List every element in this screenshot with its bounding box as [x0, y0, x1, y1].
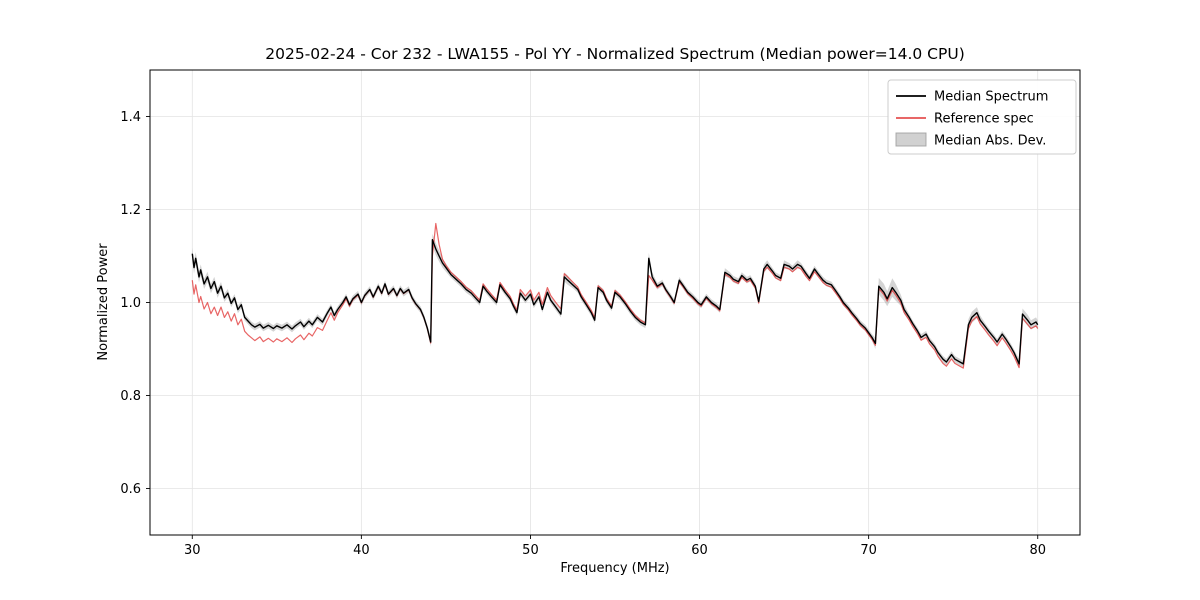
x-tick-label: 80: [1029, 543, 1046, 558]
x-tick-label: 70: [860, 543, 877, 558]
x-axis-label: Frequency (MHz): [560, 561, 669, 576]
legend-median-label: Median Spectrum: [934, 90, 1048, 105]
legend-mad-label: Median Abs. Dev.: [934, 134, 1046, 149]
y-tick-label: 1.4: [120, 110, 141, 125]
axes-ticks: 30 40 50 60 70 80 0.6 0.8 1.0 1.2 1.4: [120, 110, 1046, 558]
legend: Median Spectrum Reference spec Median Ab…: [887, 79, 1077, 155]
x-tick-label: 60: [691, 543, 708, 558]
chart-title: 2025-02-24 - Cor 232 - LWA155 - Pol YY -…: [265, 45, 965, 63]
legend-box: [887, 79, 1077, 155]
y-tick-label: 0.6: [120, 482, 141, 497]
y-tick-label: 1.0: [120, 296, 141, 311]
median-spectrum-line: [191, 238, 1039, 365]
x-tick-label: 40: [353, 543, 370, 558]
x-tick-label: 50: [522, 543, 539, 558]
y-tick-label: 0.8: [120, 389, 141, 404]
legend-mad-patch-swatch: [895, 132, 927, 147]
reference-spec-line: [191, 222, 1039, 369]
legend-reference-label: Reference spec: [934, 112, 1034, 127]
plot-series: [191, 222, 1039, 369]
y-tick-label: 1.2: [120, 203, 141, 218]
median-abs-dev-band: [192, 233, 1038, 369]
y-axis-label: Normalized Power: [96, 243, 111, 361]
x-tick-label: 30: [184, 543, 201, 558]
